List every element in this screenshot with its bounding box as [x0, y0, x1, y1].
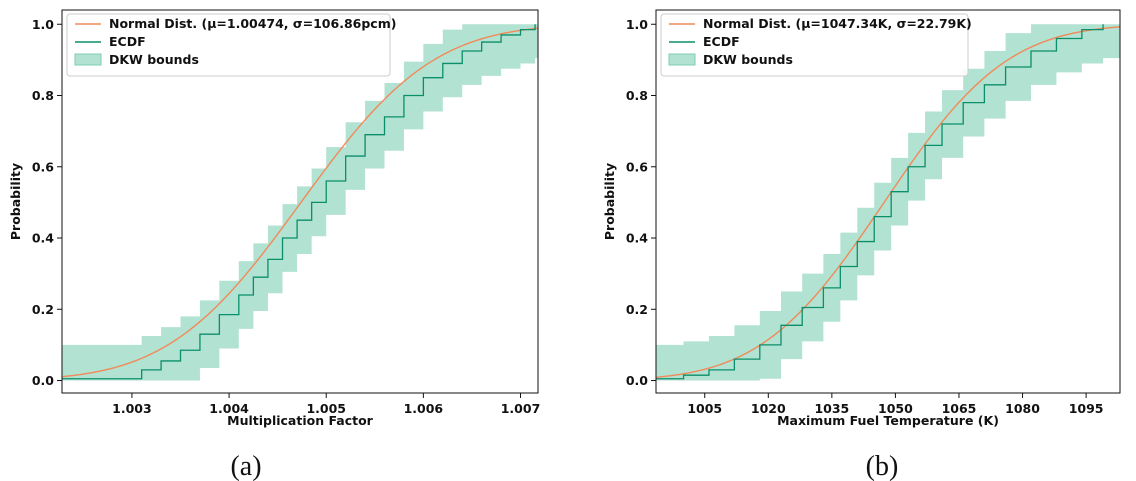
panel-a-plot-area — [62, 24, 538, 381]
panel-a-normal-cdf-line — [62, 27, 538, 378]
panel-a-x-tick-label: 1.004 — [209, 401, 249, 416]
panel-b-x-tick-label: 1050 — [878, 401, 913, 416]
panel-a-caption: (a) — [230, 451, 261, 481]
panel-b-ecdf-line — [656, 24, 1104, 380]
panel-a-y-tick-label: 0.2 — [32, 302, 54, 317]
panel-b-axes-frame — [655, 9, 1121, 394]
panel-b-legend-dkw-handle — [668, 53, 696, 66]
panel-a-chart: 1.003 1.004 1.005 1.006 1.007 0.0 0.2 0.4 0.6 0.8… — [8, 9, 541, 481]
panel-b-legend-label-ecdf: ECDF — [703, 34, 740, 49]
panel-b-x-tick-label: 1005 — [687, 401, 722, 416]
panel-b-legend: Normal Dist. (μ=1047.34K, σ=22.79K) ECDF D… — [660, 13, 972, 77]
panel-b-y-tick-label: 0.2 — [626, 302, 648, 317]
panel-a-legend-label-dkw: DKW bounds — [109, 52, 199, 67]
panel-a-y-tick-label: 1.0 — [32, 17, 54, 32]
panel-b-x-tick-label: 1020 — [751, 401, 786, 416]
panel-b-x-tick-label: 1080 — [1005, 401, 1040, 416]
panel-b-y-axis-label: Probability — [602, 163, 617, 240]
panel-a-axes: 1.003 1.004 1.005 1.006 1.007 0.0 0.2 0.4 0.6 0.8… — [32, 9, 541, 416]
panel-b-y-tick-label: 0.8 — [626, 88, 648, 103]
panel-a-x-axis-label: Multiplication Factor — [227, 413, 374, 428]
panel-b-axes: 1005 1020 1035 1050 1065 1080 1095 0.0 0.2 0.4 0.6… — [626, 9, 1121, 416]
panel-a-legend-label-ecdf: ECDF — [109, 34, 146, 49]
panel-b-x-tick-label: 1065 — [942, 401, 977, 416]
panel-a-y-tick-label: 0.4 — [32, 231, 54, 246]
panel-b-y-tick-label: 0.0 — [626, 373, 648, 388]
panel-b-caption: (b) — [866, 451, 899, 481]
panel-b-legend-label-dkw: DKW bounds — [703, 52, 793, 67]
panel-a-legend-dkw-handle — [74, 53, 102, 66]
panel-b-dkw-bounds-band — [656, 24, 1120, 381]
panel-b-legend-label-normal: Normal Dist. (μ=1047.34K, σ=22.79K) — [703, 16, 972, 31]
panel-b-x-axis-label: Maximum Fuel Temperature (K) — [777, 413, 999, 428]
panel-a-axes-frame — [61, 9, 539, 394]
panel-b-y-tick-label: 0.6 — [626, 159, 648, 174]
panel-b-y-tick-label: 1.0 — [626, 17, 648, 32]
panel-b-x-tick-label: 1035 — [814, 401, 849, 416]
panel-a-y-tick-label: 0.0 — [32, 373, 54, 388]
panel-a-x-tick-label: 1.007 — [501, 401, 541, 416]
panel-a-x-tick-label: 1.006 — [404, 401, 444, 416]
panel-b-plot-area — [656, 24, 1120, 381]
panel-a-legend: Normal Dist. (μ=1.00474, σ=106.86pcm) ECD… — [66, 13, 396, 77]
panel-b-y-tick-label: 0.4 — [626, 231, 648, 246]
panel-a-ecdf-line — [62, 24, 536, 380]
panel-b-normal-cdf-line — [656, 26, 1120, 378]
panel-a-y-tick-label: 0.8 — [32, 88, 54, 103]
panel-b-chart: 1005 1020 1035 1050 1065 1080 1095 0.0 0.2 0.4 0.6… — [602, 9, 1121, 481]
panel-b-legend-box — [660, 13, 969, 77]
panel-a-legend-box — [66, 13, 391, 77]
panel-a-y-tick-label: 0.6 — [32, 159, 54, 174]
panel-a-legend-label-normal: Normal Dist. (μ=1.00474, σ=106.86pcm) — [109, 16, 396, 31]
panel-a-x-tick-label: 1.003 — [112, 401, 152, 416]
panel-a-y-axis-label: Probability — [8, 163, 23, 240]
panel-a-dkw-bounds-band — [62, 24, 538, 381]
panel-b-x-tick-label: 1095 — [1069, 401, 1104, 416]
panel-a-x-tick-label: 1.005 — [306, 401, 346, 416]
